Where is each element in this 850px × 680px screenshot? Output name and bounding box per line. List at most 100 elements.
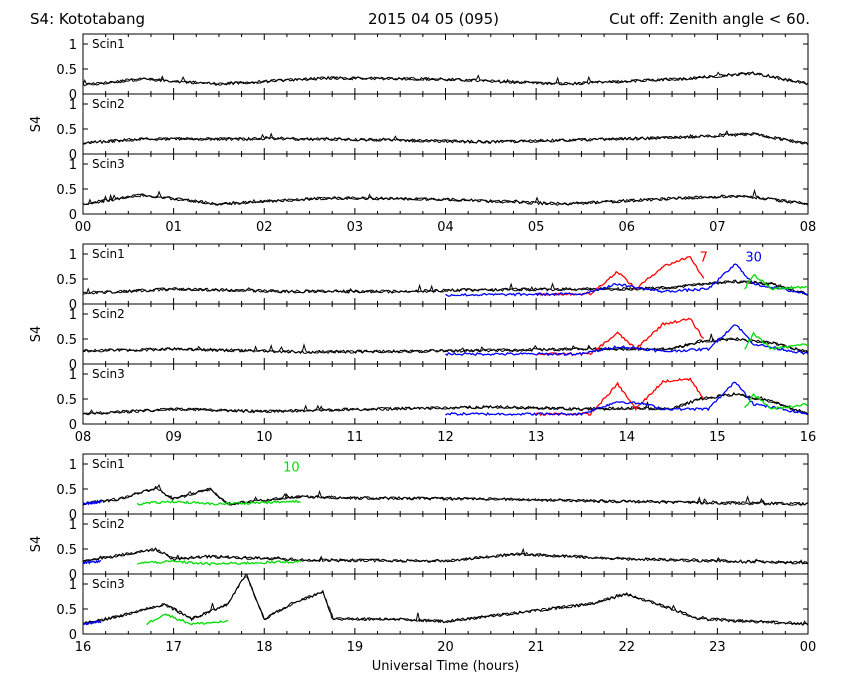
panel-scin1: 0 0.5 1 Scin1 7 30 [56, 243, 809, 313]
y-axis-label: S4 [29, 116, 44, 133]
scin-label: Scin3 [92, 157, 125, 171]
y-tick-label: 0 [69, 418, 77, 433]
panel-scin1: 0 0.5 1 Scin1 [56, 33, 809, 103]
x-tick-label: 16 [75, 640, 92, 655]
trace-black [82, 193, 809, 206]
x-tick-label: 06 [618, 220, 635, 235]
x-tick-label: 22 [618, 640, 635, 655]
panel-frame [82, 303, 809, 365]
trace-black [82, 188, 809, 206]
trace-green [744, 393, 809, 410]
x-tick-label: 19 [347, 640, 364, 655]
scin-label: Scin1 [92, 457, 125, 471]
panel-frame [82, 513, 809, 575]
panel-scin2: 0 0.5 1 Scin2 [56, 93, 809, 163]
satellite-annotation: 7 [700, 251, 708, 266]
x-tick-label: 00 [75, 220, 92, 235]
x-tick-label: 20 [437, 640, 454, 655]
panel-scin2: 0 0.5 1 Scin2 [56, 303, 809, 373]
x-tick-label: 02 [256, 220, 273, 235]
y-tick-label: 0.5 [56, 333, 77, 348]
trace-green [137, 559, 301, 567]
y-tick-label: 0 [69, 358, 77, 373]
panel-scin1: 0 0.5 1 Scin1 10 [56, 453, 809, 523]
x-tick-label: 23 [709, 640, 726, 655]
y-tick-label: 0 [69, 88, 77, 103]
x-tick-label: 05 [528, 220, 545, 235]
y-tick-label: 0.5 [56, 483, 77, 498]
satellite-annotation: 30 [745, 251, 762, 266]
trace-blue [445, 324, 809, 357]
y-tick-label: 1 [69, 248, 77, 263]
trace-black [82, 333, 809, 355]
x-tick-label: 08 [800, 220, 817, 235]
panel-scin3: 0 0.5 1 Scin3 [56, 153, 809, 223]
trace-black [82, 337, 809, 355]
date-title: 2015 04 05 (095) [368, 10, 499, 28]
trace-blue [445, 263, 809, 297]
y-tick-label: 0.5 [56, 603, 77, 618]
trace-black [82, 547, 809, 565]
station-title: S4: Kototabang [30, 10, 146, 28]
y-tick-label: 1 [69, 578, 77, 593]
trace-green [146, 613, 229, 626]
x-tick-label: 00 [800, 640, 817, 655]
panel-frame [82, 153, 809, 215]
y-tick-label: 0.5 [56, 183, 77, 198]
trace-green [744, 274, 809, 291]
trace-black [82, 576, 809, 627]
scin-label: Scin1 [92, 247, 125, 261]
trace-black [82, 392, 809, 416]
y-tick-label: 0.5 [56, 273, 77, 288]
x-tick-label: 01 [165, 220, 182, 235]
x-tick-label: 17 [165, 640, 182, 655]
scin-label: Scin2 [92, 517, 125, 531]
x-tick-label: 03 [347, 220, 364, 235]
x-tick-label: 21 [528, 640, 545, 655]
trace-black [82, 279, 809, 296]
trace-black [82, 279, 809, 296]
trace-black [82, 392, 809, 416]
x-tick-label: 14 [618, 430, 635, 445]
panel-frame [82, 33, 809, 95]
x-tick-label: 11 [347, 430, 364, 445]
scin-label: Scin1 [92, 37, 125, 51]
y-tick-label: 0.5 [56, 123, 77, 138]
x-tick-label: 10 [256, 430, 273, 445]
y-tick-label: 0 [69, 508, 77, 523]
x-tick-label: 12 [437, 430, 454, 445]
y-tick-label: 1 [69, 158, 77, 173]
y-tick-label: 0.5 [56, 543, 77, 558]
y-tick-label: 1 [69, 308, 77, 323]
panel-frame [82, 453, 809, 515]
trace-green [136, 499, 301, 506]
trace-black [82, 574, 809, 626]
y-axis-label: S4 [29, 326, 44, 343]
trace-black [82, 487, 809, 507]
trace-blue [82, 559, 102, 565]
y-tick-label: 1 [69, 518, 77, 533]
x-tick-label: 09 [165, 430, 182, 445]
y-tick-label: 0.5 [56, 393, 77, 408]
x-tick-label: 16 [800, 430, 817, 445]
trace-blue [445, 381, 809, 417]
trace-green [744, 331, 809, 351]
x-axis-label: Universal Time (hours) [372, 659, 520, 674]
trace-black [82, 129, 809, 145]
x-tick-label: 04 [437, 220, 454, 235]
panel-scin3: 0 0.5 1 Scin3 [56, 363, 809, 433]
satellite-annotation: 10 [283, 461, 300, 476]
scin-label: Scin3 [92, 577, 125, 591]
y-tick-label: 0 [69, 568, 77, 583]
y-tick-label: 0 [69, 148, 77, 163]
y-tick-label: 1 [69, 38, 77, 53]
cutoff-title: Cut off: Zenith angle < 60. [609, 10, 810, 28]
y-tick-label: 0 [69, 298, 77, 313]
y-tick-label: 0.5 [56, 63, 77, 78]
trace-black [82, 71, 809, 87]
trace-red [535, 317, 705, 357]
y-tick-label: 1 [69, 98, 77, 113]
y-tick-label: 1 [69, 368, 77, 383]
trace-blue [82, 499, 102, 506]
